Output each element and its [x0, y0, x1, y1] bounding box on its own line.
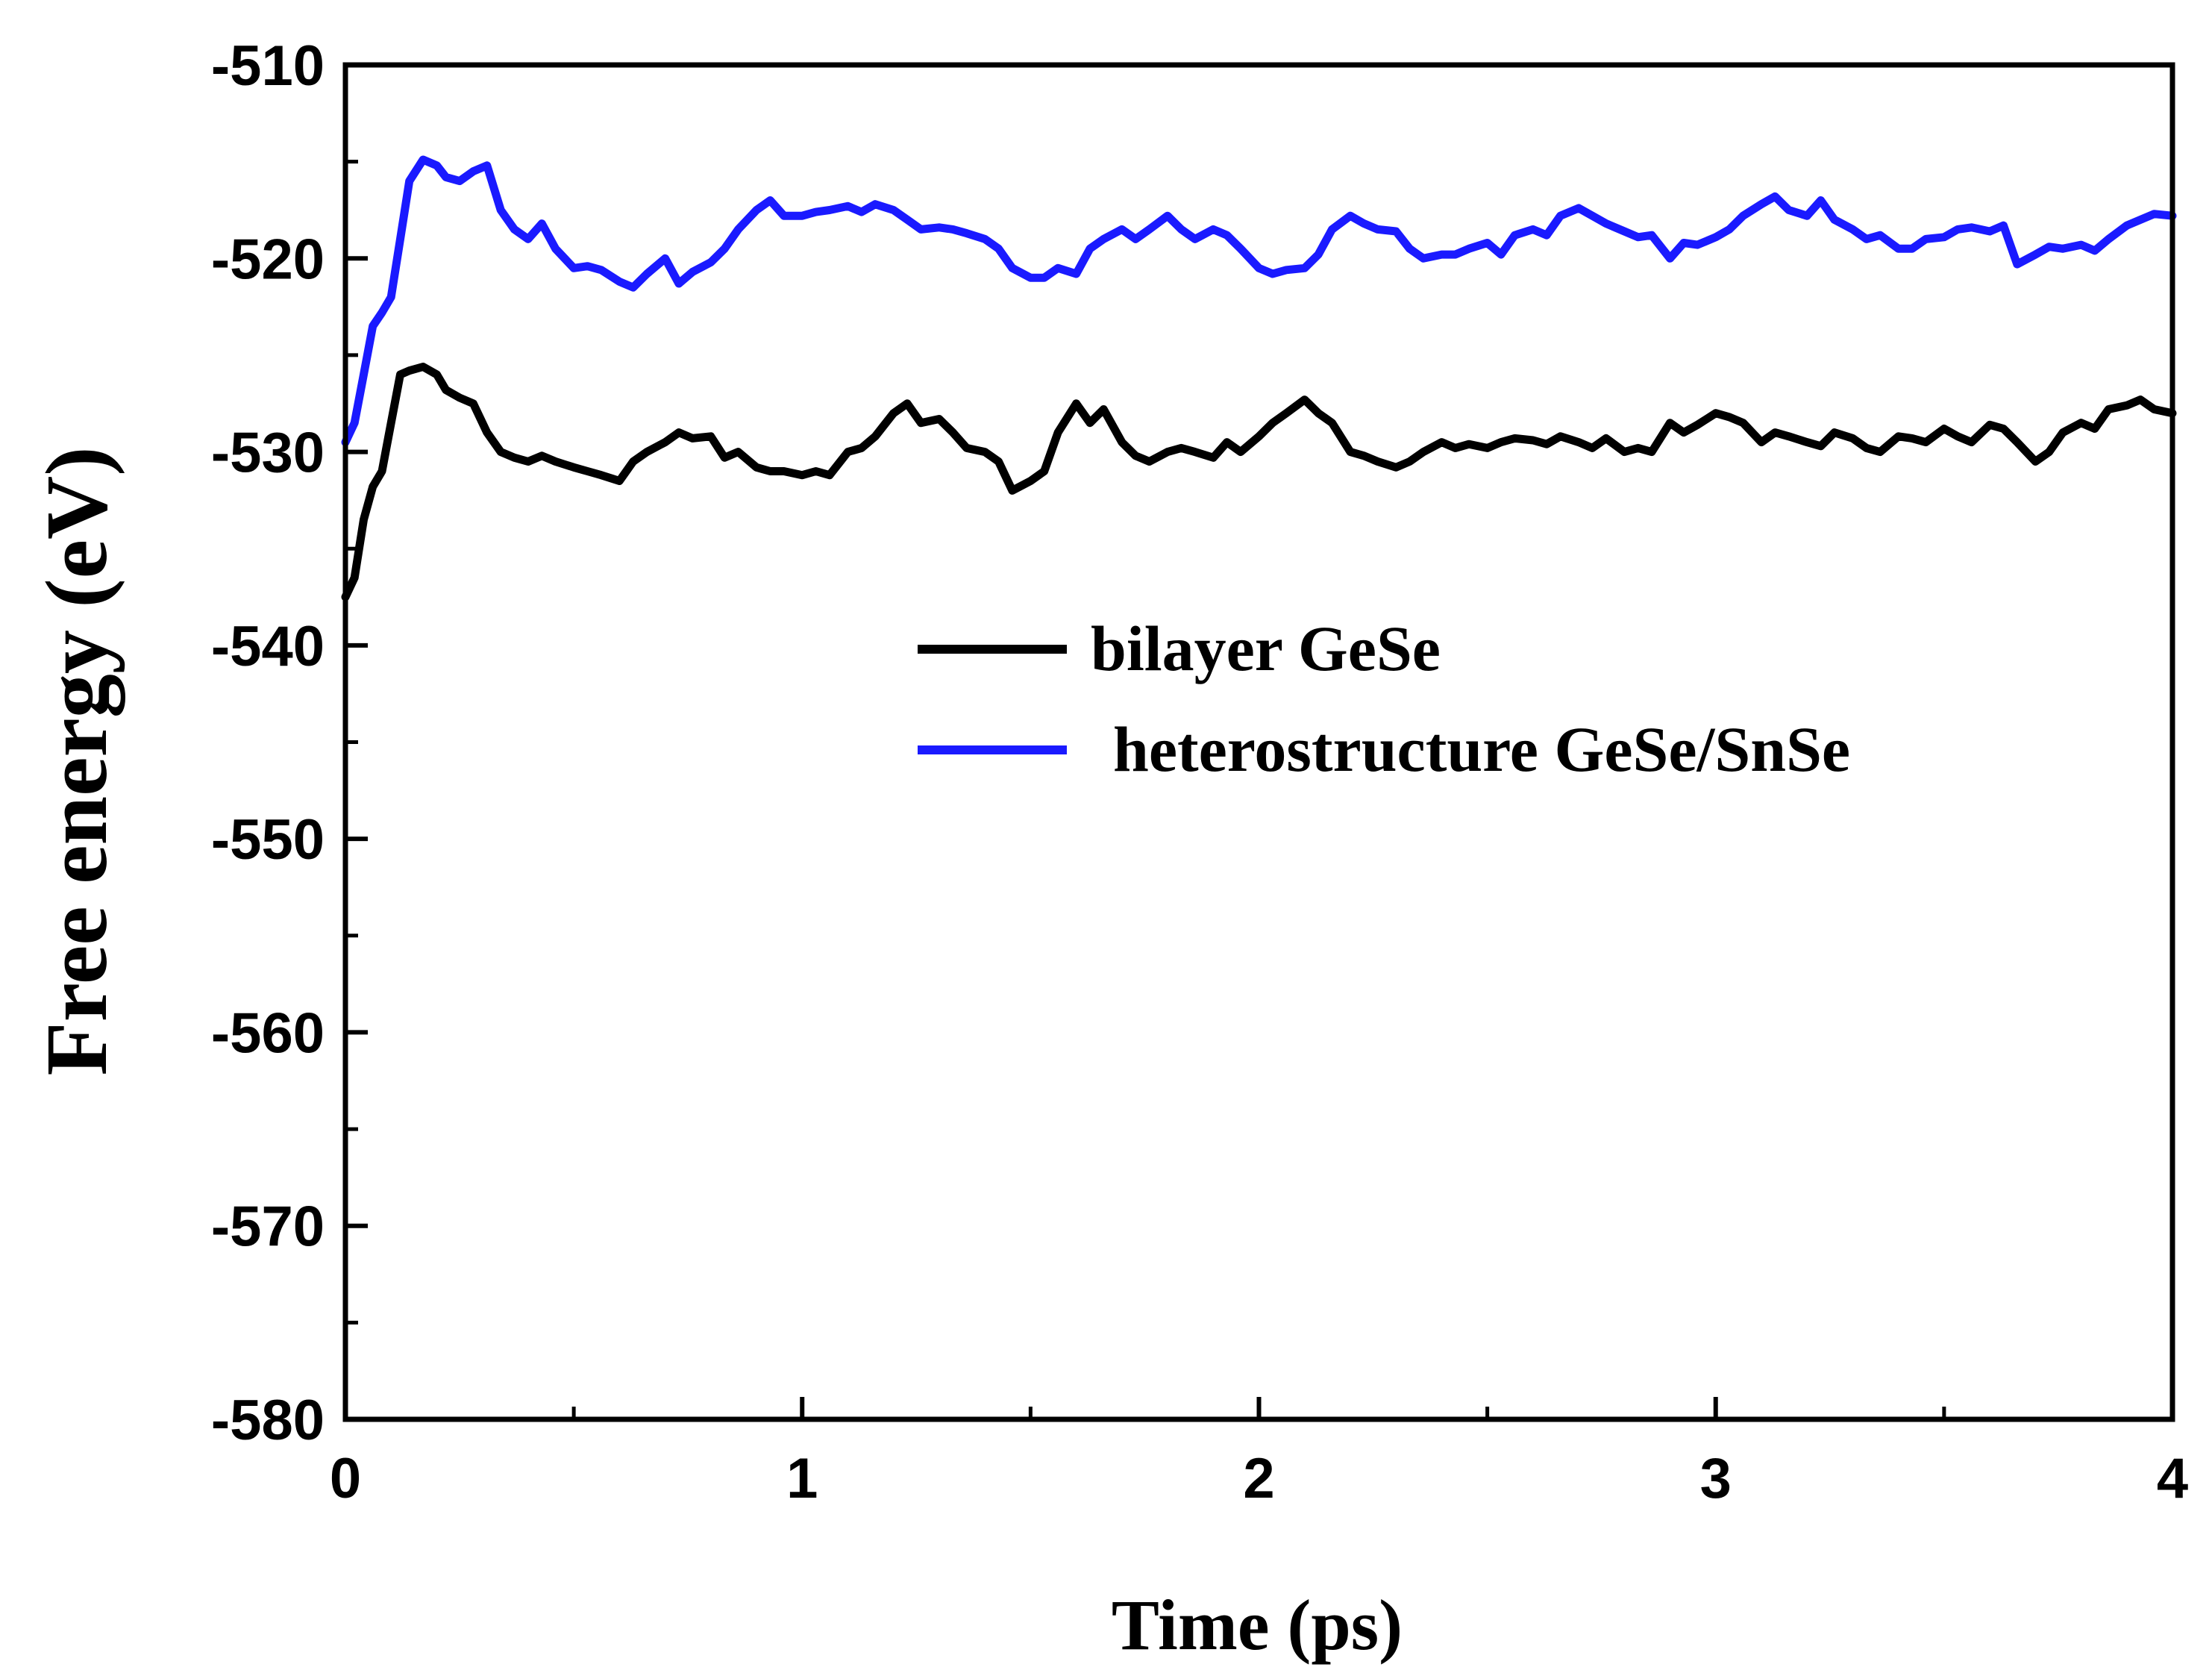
x-tick-label: 0	[330, 1447, 361, 1510]
y-tick-label: -550	[211, 808, 325, 872]
y-tick-label: -520	[211, 228, 325, 291]
legend: bilayer GeSe heterostructure GeSe/SnSe	[918, 613, 1850, 785]
y-tick-label: -570	[211, 1195, 325, 1259]
legend-label-bilayer: bilayer GeSe	[1091, 613, 1441, 684]
series-line-bilayer	[341, 363, 2177, 601]
axis-tick-labels: 0 1 2 3 4 -580 -570 -560 -550 -540 -530 -520 -510	[211, 34, 2188, 1510]
y-tick-label: -510	[211, 34, 325, 98]
x-tick-label: 2	[1243, 1447, 1274, 1510]
x-tick-label: 1	[786, 1447, 818, 1510]
y-tick-label: -530	[211, 422, 325, 485]
legend-label-heterostructure: heterostructure GeSe/SnSe	[1113, 713, 1850, 785]
series-line-heterostructure	[341, 155, 2177, 447]
y-axis-label: Free energy (eV)	[28, 447, 125, 1076]
x-tick-label: 3	[1700, 1447, 1732, 1510]
y-tick-label: -540	[211, 615, 325, 678]
y-tick-label: -580	[211, 1389, 325, 1452]
series-lines	[341, 155, 2177, 601]
x-tick-label: 4	[2157, 1447, 2188, 1510]
y-tick-label: -560	[211, 1001, 325, 1065]
x-axis-label: Time (ps)	[1112, 1585, 1403, 1665]
plot-frame	[342, 62, 2175, 1422]
